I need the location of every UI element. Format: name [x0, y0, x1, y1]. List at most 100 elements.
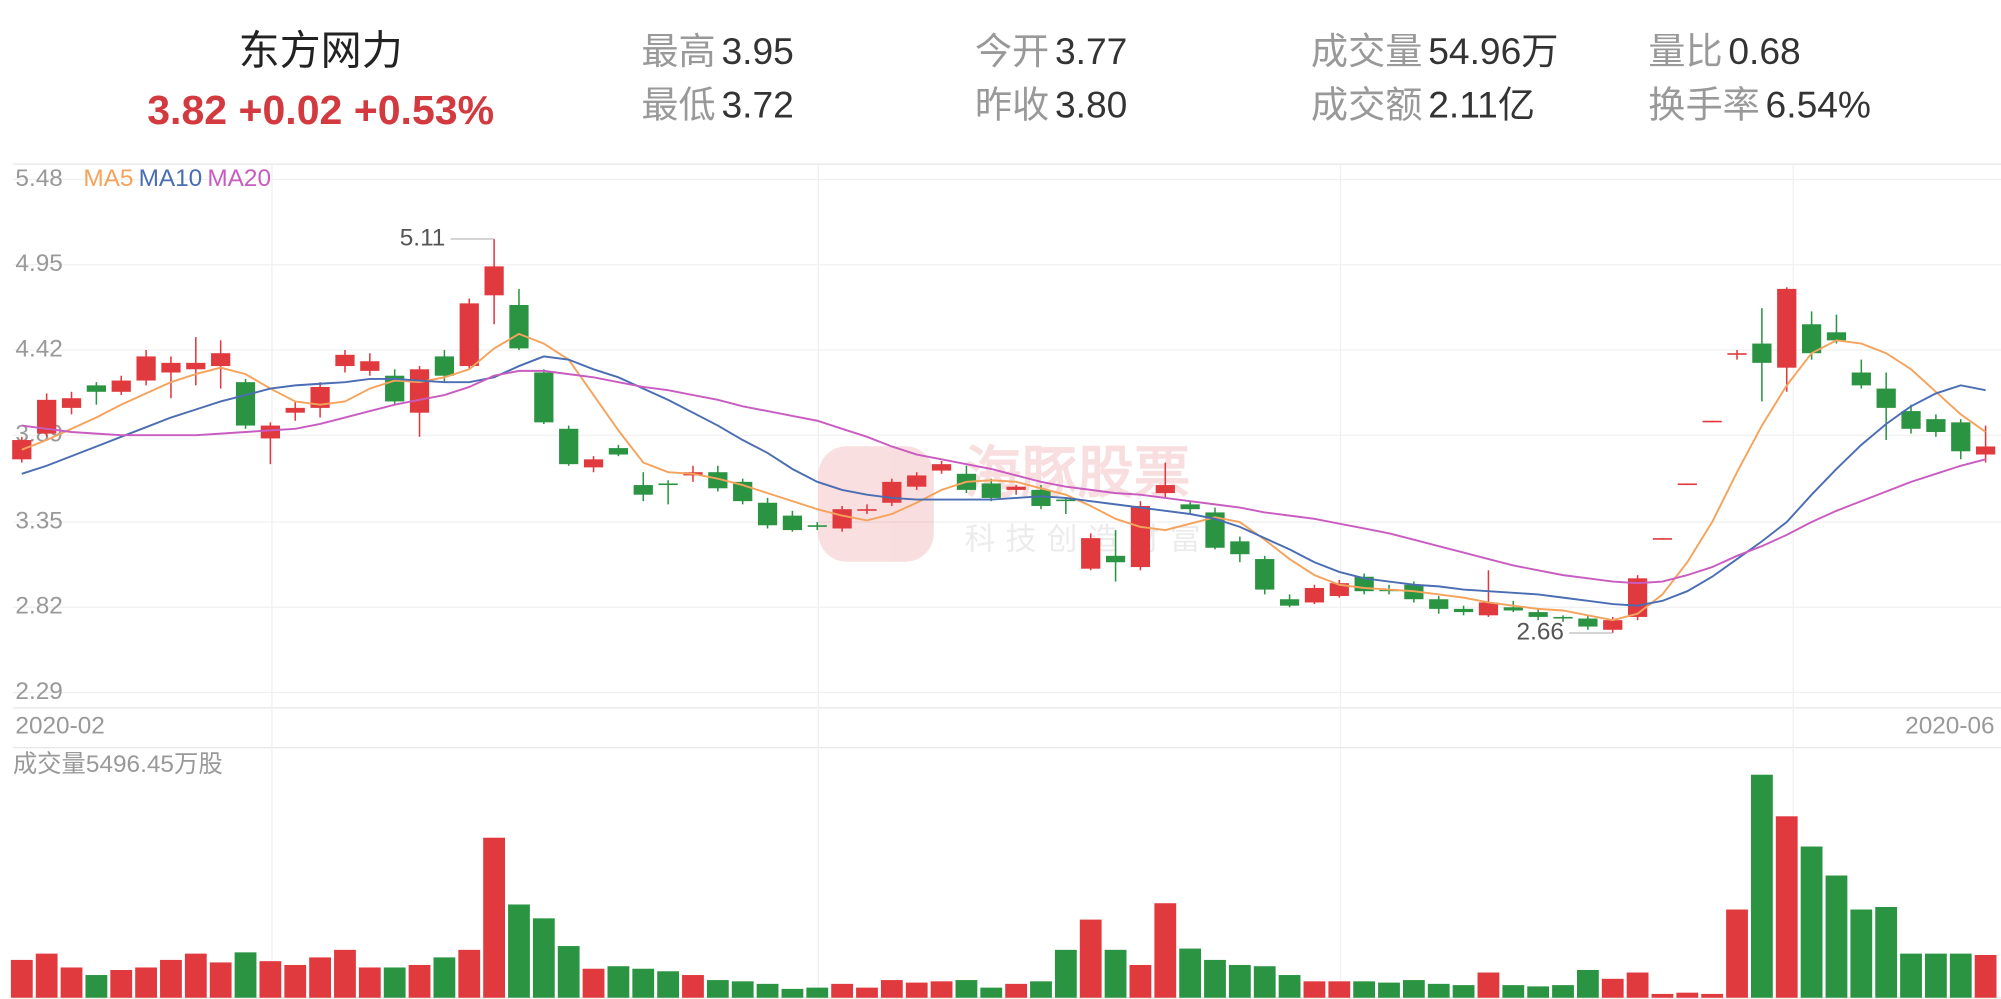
volume-bar: [458, 949, 481, 998]
volume-bar: [1825, 875, 1848, 998]
volume-bar: [532, 918, 555, 998]
volume-bar: [1502, 985, 1525, 998]
candle-body: [310, 386, 330, 408]
volume-bar: [632, 968, 655, 998]
stat-value: 3.80: [1055, 84, 1127, 126]
volume-bar: [706, 980, 729, 998]
volume-bar: [682, 975, 704, 998]
candle-body: [211, 353, 231, 367]
stat-label: 成交额: [1311, 84, 1423, 126]
volume-bar: [1477, 972, 1500, 998]
volume-bar: [557, 946, 580, 998]
volume-bar: [657, 971, 680, 998]
stat-label: 换手率: [1648, 84, 1760, 126]
candle-body: [1951, 422, 1971, 452]
volume-bar: [607, 966, 630, 998]
stat: 昨收 3.80: [975, 84, 1128, 126]
candle-body: [1056, 499, 1076, 502]
x-tick-label: 2020-02: [15, 713, 104, 740]
candle-body: [907, 475, 927, 487]
volume-bar: [10, 959, 33, 998]
volume-bar: [856, 987, 878, 998]
volume-bar: [483, 837, 506, 998]
candle-body: [186, 362, 206, 370]
stat-label: 量比: [1648, 30, 1722, 72]
candle-body: [1876, 388, 1896, 408]
volume-bar: [1129, 964, 1152, 998]
stat: 量比 0.68: [1648, 30, 1801, 72]
volume-bar: [880, 980, 903, 998]
volume-bar: [1278, 975, 1301, 998]
stat: 最高 3.95: [641, 30, 794, 72]
stat: 成交额 2.11亿: [1311, 84, 1535, 126]
candle-body: [1429, 599, 1449, 609]
volume-bar: [1005, 983, 1028, 998]
volume-bar: [1228, 964, 1251, 998]
candle-body: [1230, 541, 1250, 555]
candle-body: [1528, 612, 1548, 617]
volume-bar: [905, 982, 928, 998]
volume-bar: [408, 964, 431, 998]
candle-body: [235, 382, 256, 426]
volume-bar: [1651, 993, 1674, 998]
volume-bar: [582, 968, 605, 998]
ma-line: [21, 369, 1986, 585]
candle-body: [12, 440, 32, 460]
volume-bar: [731, 981, 754, 998]
watermark-logo: [818, 446, 934, 562]
change-pct: +0.53%: [354, 87, 494, 133]
candle-body: [1975, 446, 1996, 455]
legend-entry: MA10: [139, 165, 203, 192]
volume-bar: [1253, 966, 1276, 998]
candle-body: [1006, 486, 1026, 490]
volume-bar: [85, 975, 108, 998]
volume-bar: [1204, 959, 1226, 998]
candle-body: [757, 502, 778, 526]
candle-body: [782, 515, 803, 531]
volume-bar: [980, 987, 1003, 998]
volume-bar: [259, 961, 282, 998]
candle-body: [459, 303, 479, 367]
candle-body: [1081, 538, 1101, 569]
stat-value: 54.96万: [1428, 30, 1558, 72]
change: +0.02: [239, 87, 343, 133]
candle-body: [857, 509, 877, 511]
volume-bar: [806, 987, 829, 998]
candle-body: [1553, 616, 1573, 619]
stat-value: 3.72: [721, 84, 793, 126]
volume-bar: [234, 952, 257, 998]
ma-line: [21, 355, 1986, 607]
volume-bar: [135, 967, 157, 998]
ma-line: [21, 332, 1987, 622]
volume-bar: [1875, 907, 1898, 998]
candle-body: [1627, 578, 1648, 617]
volume-bar: [1054, 949, 1077, 998]
candle-body: [61, 398, 82, 408]
stat-label: 最低: [641, 84, 715, 126]
candle-body: [583, 459, 604, 468]
volume-title: 成交量5496.45万股: [13, 751, 223, 778]
candle-body: [1652, 538, 1673, 540]
volume-bar: [955, 980, 978, 998]
volume-bar: [110, 969, 133, 998]
candle-body: [1926, 419, 1946, 433]
volume-bar: [1924, 953, 1947, 998]
volume-bar: [358, 967, 381, 998]
candle-body: [1801, 324, 1822, 354]
stat: 换手率 6.54%: [1648, 84, 1871, 126]
volume-bar: [1750, 774, 1773, 998]
volume-bar: [831, 983, 854, 998]
candle-body: [658, 483, 678, 486]
candle-body: [484, 266, 504, 296]
candle-body: [1031, 489, 1051, 506]
stat-value: 2.11亿: [1428, 84, 1535, 126]
volume-bar: [1353, 981, 1376, 998]
candle-body: [832, 509, 852, 529]
volume-bar: [1030, 981, 1052, 998]
price: 3.82: [147, 87, 227, 133]
candle-body: [1677, 483, 1697, 486]
candle-body: [1503, 607, 1523, 611]
candle-body: [1603, 620, 1623, 630]
